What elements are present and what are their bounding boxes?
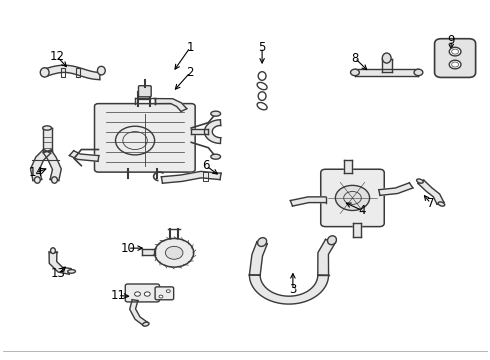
Polygon shape <box>249 275 329 304</box>
FancyBboxPatch shape <box>321 169 384 226</box>
Polygon shape <box>355 69 418 76</box>
Ellipse shape <box>382 53 391 63</box>
Ellipse shape <box>50 248 55 253</box>
Text: 1: 1 <box>187 41 194 54</box>
Ellipse shape <box>350 69 359 76</box>
Ellipse shape <box>43 126 51 130</box>
Polygon shape <box>353 223 361 237</box>
Circle shape <box>166 290 170 293</box>
Text: 3: 3 <box>289 283 296 296</box>
Polygon shape <box>44 65 100 80</box>
Ellipse shape <box>416 179 423 183</box>
Ellipse shape <box>68 270 75 273</box>
Circle shape <box>449 60 461 69</box>
Polygon shape <box>49 252 71 274</box>
Polygon shape <box>191 129 208 134</box>
Ellipse shape <box>258 238 267 247</box>
Text: 2: 2 <box>187 66 194 79</box>
Polygon shape <box>30 149 50 180</box>
Polygon shape <box>155 99 187 112</box>
Text: 6: 6 <box>202 159 210 172</box>
Polygon shape <box>43 150 61 180</box>
Polygon shape <box>161 171 221 183</box>
Polygon shape <box>70 151 99 161</box>
Text: 4: 4 <box>359 204 366 217</box>
Text: 8: 8 <box>351 51 359 64</box>
Ellipse shape <box>51 177 57 183</box>
Text: 10: 10 <box>121 242 135 255</box>
Polygon shape <box>143 249 155 255</box>
Polygon shape <box>379 183 413 195</box>
Ellipse shape <box>414 69 423 76</box>
Circle shape <box>159 295 163 298</box>
Ellipse shape <box>143 322 149 326</box>
Text: 7: 7 <box>427 197 435 210</box>
Circle shape <box>449 47 461 56</box>
Polygon shape <box>204 120 220 143</box>
Text: 5: 5 <box>258 41 266 54</box>
Circle shape <box>165 246 183 259</box>
FancyBboxPatch shape <box>155 287 173 300</box>
Ellipse shape <box>98 66 105 75</box>
Bar <box>76 68 80 77</box>
Circle shape <box>155 238 194 267</box>
Ellipse shape <box>34 177 40 183</box>
Ellipse shape <box>211 111 220 116</box>
Text: 14: 14 <box>28 166 44 179</box>
Ellipse shape <box>438 202 445 206</box>
Text: 12: 12 <box>49 50 64 63</box>
Polygon shape <box>418 180 444 204</box>
FancyBboxPatch shape <box>95 104 195 172</box>
Circle shape <box>335 185 369 211</box>
Circle shape <box>145 292 150 296</box>
Text: 11: 11 <box>110 289 125 302</box>
Text: 9: 9 <box>447 33 455 47</box>
Ellipse shape <box>40 68 49 77</box>
Polygon shape <box>291 197 326 206</box>
Ellipse shape <box>327 236 337 245</box>
Polygon shape <box>249 242 267 275</box>
Circle shape <box>135 292 141 296</box>
Ellipse shape <box>211 154 220 159</box>
Bar <box>61 68 65 77</box>
Bar <box>203 172 208 181</box>
Text: 13: 13 <box>51 267 66 280</box>
FancyBboxPatch shape <box>125 284 159 302</box>
Polygon shape <box>318 239 336 275</box>
FancyBboxPatch shape <box>435 39 476 77</box>
Polygon shape <box>43 128 51 151</box>
Polygon shape <box>343 160 351 173</box>
Polygon shape <box>382 59 392 72</box>
Polygon shape <box>130 300 147 325</box>
FancyBboxPatch shape <box>139 86 151 97</box>
